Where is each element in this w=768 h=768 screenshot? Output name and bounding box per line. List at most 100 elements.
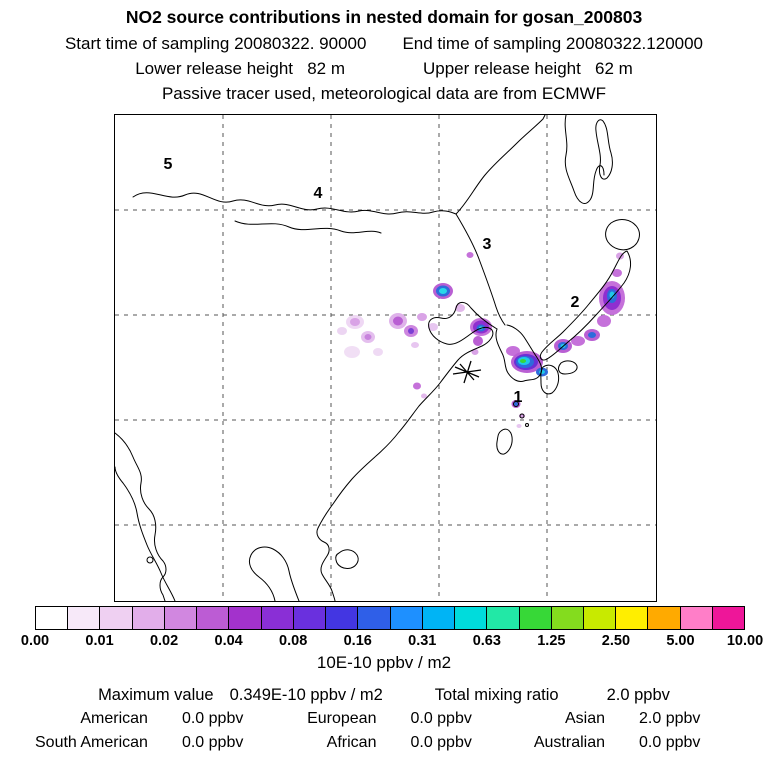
region-value: 0.0 ppbv [410, 710, 472, 727]
coastlines [114, 114, 640, 602]
concentration-blob [408, 328, 414, 334]
colorbar-tick-label: 5.00 [666, 633, 695, 649]
plot-title: NO2 source contributions in nested domai… [125, 7, 643, 27]
receptor-star-icon [452, 360, 482, 384]
total-mixing-label: Total mixing ratio [434, 686, 559, 704]
concentration-blob [514, 402, 518, 406]
concentration-blob [516, 424, 522, 428]
map-svg: 5 4 3 2 1 [114, 114, 656, 602]
max-value: 0.349E-10 ppbv / m2 [229, 686, 383, 704]
concentration-blob [393, 316, 403, 326]
region-label: South American [35, 734, 148, 751]
colorbar-segment [518, 607, 551, 629]
colorbar-segment [389, 607, 422, 629]
region-label: European [307, 710, 377, 727]
colorbar-segment [99, 607, 132, 629]
colorbar-segment [67, 607, 100, 629]
region-value: 0.0 ppbv [181, 710, 244, 727]
region-value: 0.0 ppbv [639, 734, 701, 751]
concentration-blob [539, 370, 545, 374]
region-value: 0.0 ppbv [410, 734, 472, 751]
concentration-blob [421, 393, 427, 399]
max-total-line: Maximum value 0.349E-10 ppbv / m2 Total … [0, 686, 768, 705]
colorbar-tick-label: 2.50 [601, 633, 631, 649]
region-number-1: 1 [514, 389, 523, 406]
region-cell-african: African 0.0 ppbv [278, 734, 507, 752]
region-label: Asian [564, 710, 605, 727]
colorbar-tick-label: 0.04 [214, 633, 243, 649]
colorbar-segment [679, 607, 712, 629]
colorbar-segment [615, 607, 648, 629]
concentration-blob [439, 288, 447, 294]
total-mixing-value: 2.0 ppbv [606, 686, 670, 704]
colorbar-tick-labels: 0.00 0.01 0.02 0.04 0.08 0.16 0.31 0.63 1.25 2.50… [21, 633, 763, 651]
colorbar [35, 606, 745, 630]
upper-release-text: Upper release height 62 m [423, 59, 633, 78]
region-cell-south-american: South American 0.0 ppbv [35, 734, 278, 752]
region-label: American [80, 710, 148, 727]
colorbar-segment [325, 607, 358, 629]
concentration-blob [428, 323, 438, 331]
concentration-field [337, 252, 625, 428]
colorbar-tick-label: 0.00 [20, 633, 50, 649]
region-number-4: 4 [314, 185, 323, 202]
colorbar-tick-label: 0.16 [343, 633, 372, 649]
end-time-text: End time of sampling 20080322.120000 [402, 34, 704, 53]
colorbar-segment [647, 607, 680, 629]
colorbar-segment [131, 607, 164, 629]
colorbar-tick-label: 1.25 [537, 633, 566, 649]
colorbar-unit-label: 10E-10 ppbv / m2 [316, 653, 452, 672]
concentration-blob [588, 332, 596, 338]
concentration-blob [344, 346, 360, 358]
colorbar-tick-label: 0.01 [85, 633, 114, 649]
concentration-blob [364, 334, 372, 340]
colorbar-segment [711, 607, 745, 629]
concentration-blob [473, 336, 483, 346]
colorbar-segment [228, 607, 261, 629]
region-number-labels: 5 4 3 2 1 [164, 156, 580, 406]
colorbar-segment [582, 607, 616, 629]
colorbar-segment [163, 607, 197, 629]
regional-contributions-grid: American 0.0 ppbv European 0.0 ppbv Asia… [35, 710, 735, 752]
region-number-5: 5 [164, 156, 173, 173]
concentration-blob [471, 349, 479, 355]
concentration-blob [597, 315, 611, 327]
colorbar-segment [292, 607, 326, 629]
region-number-2: 2 [571, 294, 580, 311]
colorbar-segment [421, 607, 455, 629]
concentration-blob [506, 346, 520, 356]
tracer-note-line: Passive tracer used, meteorological data… [0, 84, 768, 104]
colorbar-tick-label: 0.08 [279, 633, 308, 649]
tracer-note-text: Passive tracer used, meteorological data… [161, 84, 607, 103]
region-value: 2.0 ppbv [639, 710, 701, 727]
colorbar-segment [454, 607, 487, 629]
colorbar-tick-label: 10.00 [726, 633, 764, 649]
graticule-gridlines [115, 115, 656, 601]
start-time-text: Start time of sampling 20080322. 90000 [64, 34, 367, 53]
region-value: 0.0 ppbv [181, 734, 244, 751]
concentration-blob [520, 359, 526, 363]
region-cell-australian: Australian 0.0 ppbv [506, 734, 735, 752]
sampling-time-line: Start time of sampling 20080322. 90000 E… [0, 34, 768, 54]
lower-release-text: Lower release height 82 m [135, 59, 345, 78]
map-panel: 5 4 3 2 1 [114, 114, 657, 602]
region-number-3: 3 [483, 236, 492, 253]
concentration-blob [466, 252, 474, 258]
region-cell-asian: Asian 2.0 ppbv [506, 710, 735, 728]
region-label: Australian [533, 734, 605, 751]
colorbar-segment [36, 607, 68, 629]
colorbar-segment [357, 607, 390, 629]
concentration-blob [337, 327, 347, 335]
concentration-blob [413, 382, 421, 390]
colorbar-tick-label: 0.63 [472, 633, 501, 649]
region-cell-american: American 0.0 ppbv [35, 710, 278, 728]
concentration-blob [411, 342, 419, 348]
concentration-blob [350, 318, 360, 326]
max-value-label: Maximum value [98, 686, 214, 704]
region-cell-european: European 0.0 ppbv [278, 710, 507, 728]
concentration-blob [612, 269, 622, 277]
colorbar-segment [486, 607, 519, 629]
concentration-blob [571, 336, 585, 346]
colorbar-segment [196, 607, 229, 629]
